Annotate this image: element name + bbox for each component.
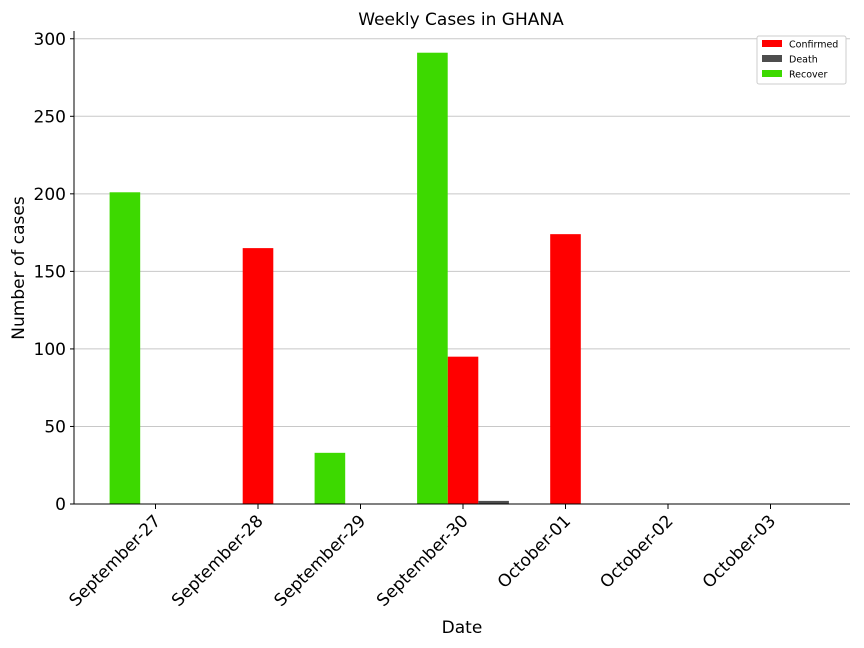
legend-swatch: [762, 55, 782, 62]
y-ticks: 0 50 100 150 200 250 300: [34, 30, 74, 515]
bars: [109, 52, 581, 504]
gridlines: [74, 38, 850, 427]
x-tick-label: October-01: [494, 511, 575, 592]
axes: [73, 31, 850, 505]
chart-title: Weekly Cases in GHANA: [358, 10, 564, 30]
y-axis-label: Number of cases: [9, 196, 29, 340]
y-tick-label: 0: [55, 495, 66, 515]
x-tick-label: September-29: [271, 511, 370, 610]
bar-recover: [417, 52, 448, 504]
bar-recover: [314, 452, 346, 504]
y-tick-label: 100: [34, 340, 66, 360]
x-tick-label: September-30: [373, 511, 472, 610]
x-axis-label: Date: [442, 618, 483, 638]
legend-label: Death: [789, 55, 818, 66]
legend: Confirmed Death Recover: [756, 35, 847, 85]
bar-recover: [109, 192, 141, 504]
bar-confirmed: [242, 248, 274, 504]
y-tick-label: 300: [34, 30, 66, 50]
x-tick-label: October-02: [596, 511, 677, 592]
x-ticks: September-27 September-28 September-29 Sept…: [66, 504, 780, 611]
x-tick-label: October-03: [699, 511, 780, 592]
x-tick-label: September-28: [168, 511, 267, 610]
y-tick-label: 150: [34, 262, 66, 282]
bar-death: [478, 500, 509, 504]
bar-confirmed: [447, 356, 479, 504]
y-tick-label: 250: [34, 107, 66, 127]
bar-confirmed: [550, 234, 581, 504]
legend-swatch: [762, 40, 782, 47]
x-tick-label: September-27: [66, 511, 165, 610]
y-tick-label: 50: [44, 417, 66, 437]
legend-swatch: [762, 70, 782, 77]
y-tick-label: 200: [34, 185, 66, 205]
legend-label: Recover: [789, 70, 828, 81]
legend-label: Confirmed: [789, 40, 838, 51]
